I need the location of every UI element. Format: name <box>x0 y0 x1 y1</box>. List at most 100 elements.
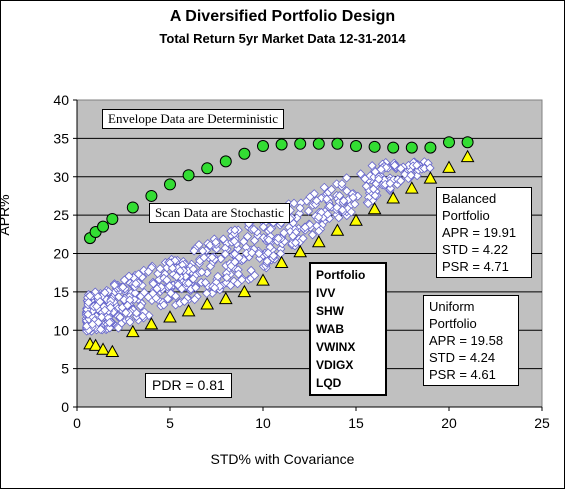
scan-data-point <box>263 248 273 258</box>
upper-envelope-point <box>145 189 158 202</box>
scan-data-point <box>334 213 344 223</box>
scan-data-point <box>242 231 253 242</box>
scan-data-point <box>346 207 356 217</box>
scan-data-point <box>159 300 169 310</box>
uniform-psr: PSR = 4.61 <box>429 367 496 382</box>
scan-data-point <box>230 225 240 235</box>
scan-data-point <box>290 238 301 248</box>
scan-data-point <box>312 196 322 206</box>
scan-data-point <box>342 173 352 183</box>
scan-data-point <box>218 234 228 244</box>
scan-data-point <box>326 184 337 195</box>
x-tick-label: 25 <box>534 415 550 431</box>
portfolio-holding: LQD <box>316 376 342 390</box>
scan-data-point <box>258 222 268 232</box>
uniform-portfolio-box: Uniform Portfolio APR = 19.58 STD = 4.24… <box>423 295 519 386</box>
scan-data-point <box>197 267 207 277</box>
scan-data-point <box>189 246 199 256</box>
scan-data-point <box>339 196 349 206</box>
scan-data-point <box>254 249 264 259</box>
lower-envelope-point <box>237 284 252 298</box>
lower-envelope-point <box>404 181 419 194</box>
scan-data-point <box>348 192 358 203</box>
lower-envelope-point <box>274 255 289 269</box>
scan-data-point <box>100 288 110 298</box>
scan-data-point <box>234 252 244 263</box>
scan-data-point <box>250 235 260 246</box>
lower-envelope-point <box>144 317 159 330</box>
balanced-title: Balanced <box>442 191 497 206</box>
scan-data-point <box>136 301 146 311</box>
scan-data-point <box>342 186 352 196</box>
scan-data-point <box>322 194 332 204</box>
scan-data-point <box>370 167 380 177</box>
scan-data-point <box>85 291 95 301</box>
scan-data-point <box>96 324 106 334</box>
scan-data-point <box>360 174 370 184</box>
scan-data-point <box>300 222 310 232</box>
scan-data-point <box>188 274 198 284</box>
upper-envelope-point <box>443 136 455 149</box>
scan-data-point <box>211 237 221 247</box>
portfolio-box: Portfolio IVV SHW WAB VWINX VDIGX LQD <box>309 262 387 396</box>
y-tick-label: 10 <box>53 322 69 338</box>
scan-data-point <box>152 284 162 294</box>
scan-data-point <box>122 300 133 310</box>
scan-data-point <box>83 297 94 307</box>
scan-data-point <box>298 233 308 243</box>
scan-data-point <box>222 272 232 283</box>
chart-subtitle: Total Return 5yr Market Data 12-31-2014 <box>159 31 406 46</box>
scan-data-point <box>190 294 200 305</box>
scan-data-point <box>396 176 406 186</box>
lower-envelope-point <box>311 234 326 248</box>
lower-envelope-point <box>96 342 110 355</box>
scan-data-point <box>323 209 333 219</box>
scan-data-point <box>200 278 211 288</box>
upper-envelope-point <box>182 169 195 182</box>
upper-envelope-point <box>331 137 344 150</box>
lower-envelope-point <box>218 291 233 305</box>
lower-envelope-point <box>442 160 456 173</box>
scan-data-point <box>163 294 173 304</box>
upper-envelope-point <box>312 137 325 150</box>
scan-data-point <box>337 205 347 215</box>
scan-data-point <box>109 280 120 290</box>
portfolio-holding: IVV <box>316 286 336 300</box>
uniform-std: STD = 4.24 <box>429 350 496 365</box>
lower-envelope-point <box>349 213 363 226</box>
scan-data-point <box>177 284 187 294</box>
scan-data-point <box>87 319 98 329</box>
scan-data-point <box>265 224 276 234</box>
scan-data-point <box>273 233 283 243</box>
scan-data-point <box>133 269 144 279</box>
balanced-portfolio-box: Balanced Portfolio APR = 19.91 STD = 4.2… <box>436 187 532 278</box>
upper-envelope-markers <box>84 136 474 245</box>
scan-data-point <box>356 169 366 179</box>
lower-envelope-point <box>163 310 177 323</box>
envelope-annotation: Envelope Data are Deterministic <box>102 109 285 129</box>
lower-envelope-point <box>125 324 140 338</box>
upper-envelope-point <box>461 136 474 149</box>
scan-data-point <box>361 181 371 191</box>
upper-envelope-point <box>387 141 400 154</box>
y-tick-label: 5 <box>61 361 69 377</box>
upper-envelope-point <box>238 147 251 160</box>
scan-data-point <box>199 253 209 263</box>
scan-data-point <box>249 224 259 235</box>
scan-data-point <box>210 283 220 293</box>
scan-data-point <box>124 271 134 281</box>
upper-envelope-point <box>126 201 139 214</box>
lower-envelope-point <box>105 344 120 358</box>
lower-envelope-point <box>423 171 438 184</box>
x-tick-label: 15 <box>348 415 364 431</box>
uniform-title: Uniform <box>429 299 475 314</box>
lower-envelope-point <box>88 338 103 351</box>
scan-data-point <box>139 287 149 298</box>
scan-data-point <box>226 280 236 291</box>
lower-envelope-point <box>386 191 401 204</box>
lower-envelope-point <box>293 244 308 258</box>
scan-data-point <box>279 228 289 238</box>
portfolio-holding: VDIGX <box>316 358 354 372</box>
scan-data-point <box>95 297 105 307</box>
balanced-apr: APR = 19.91 <box>442 225 517 240</box>
